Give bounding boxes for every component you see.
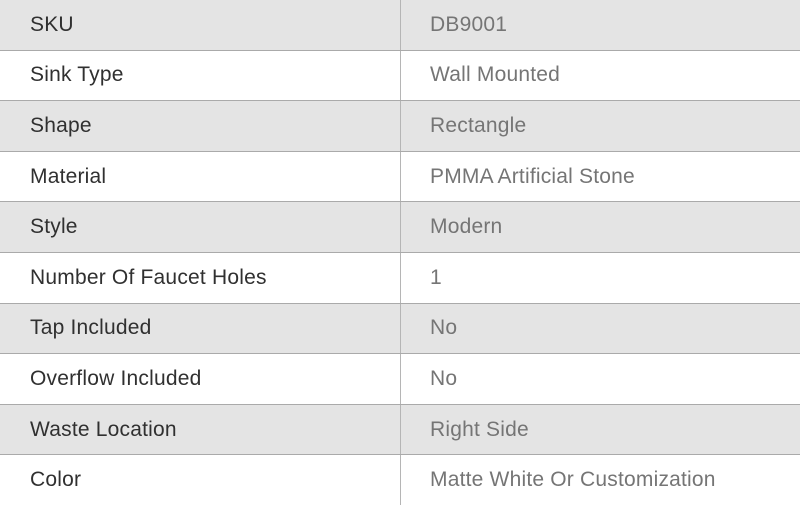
table-row: SKU DB9001 — [0, 0, 800, 50]
table-row: Material PMMA Artificial Stone — [0, 150, 800, 202]
spec-value: DB9001 — [400, 0, 800, 50]
table-row: Waste Location Right Side — [0, 403, 800, 455]
spec-label: Number Of Faucet Holes — [30, 265, 267, 289]
spec-value: No — [400, 354, 800, 404]
table-row: Overflow Included No — [0, 353, 800, 404]
spec-label: Color — [30, 468, 82, 492]
spec-label: Overflow Included — [30, 366, 202, 390]
spec-value: No — [400, 303, 800, 354]
table-row: Sink Type Wall Mounted — [0, 49, 800, 101]
table-row: Number Of Faucet Holes 1 — [0, 251, 800, 303]
spec-value: Modern — [400, 202, 800, 252]
spec-label: Waste Location — [30, 417, 177, 441]
spec-value: Rectangle — [400, 101, 800, 151]
spec-value: Matte White Or Customization — [400, 455, 800, 505]
spec-label: Material — [30, 164, 107, 188]
spec-label: Tap Included — [30, 316, 152, 340]
spec-label: Style — [30, 215, 78, 239]
table-row: Color Matte White Or Customization — [0, 454, 800, 505]
spec-value: 1 — [400, 252, 800, 303]
spec-value: PMMA Artificial Stone — [400, 151, 800, 202]
table-row: Tap Included No — [0, 302, 800, 354]
spec-value: Right Side — [400, 404, 800, 455]
spec-label: Shape — [30, 113, 92, 137]
table-row: Style Modern — [0, 201, 800, 252]
spec-label: Sink Type — [30, 63, 124, 87]
spec-value: Wall Mounted — [400, 50, 800, 101]
table-row: Shape Rectangle — [0, 100, 800, 151]
spec-label: SKU — [30, 12, 74, 36]
